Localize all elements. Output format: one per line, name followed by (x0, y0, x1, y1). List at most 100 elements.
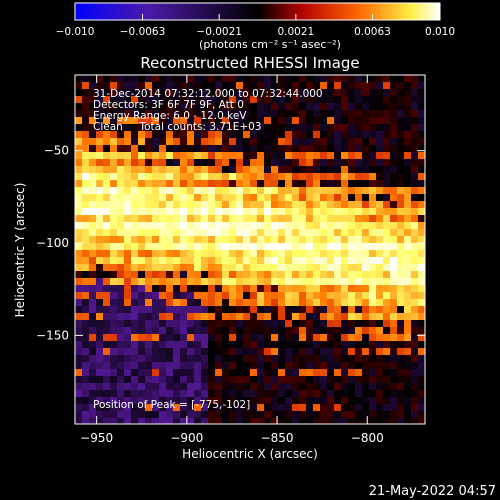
heatmap-cell (411, 201, 418, 208)
heatmap-cell (404, 285, 411, 292)
heatmap-cell (222, 278, 229, 285)
heatmap-cell (187, 299, 194, 306)
heatmap-cell (243, 215, 250, 222)
heatmap-cell (250, 138, 257, 145)
heatmap-cell (89, 236, 96, 243)
heatmap-cell (278, 159, 285, 166)
heatmap-cell (369, 264, 376, 271)
heatmap-cell (117, 411, 124, 418)
heatmap-cell (341, 124, 348, 131)
heatmap-cell (376, 348, 383, 355)
heatmap-cell (110, 411, 117, 418)
heatmap-cell (131, 166, 138, 173)
heatmap-cell (264, 320, 271, 327)
heatmap-cell (327, 82, 334, 89)
heatmap-cell (75, 89, 82, 96)
heatmap-cell (243, 117, 250, 124)
heatmap-cell (173, 271, 180, 278)
heatmap-cell (348, 75, 355, 82)
heatmap-cell (250, 362, 257, 369)
heatmap-cell (215, 327, 222, 334)
heatmap-cell (418, 89, 425, 96)
heatmap-cell (278, 180, 285, 187)
heatmap-cell (404, 187, 411, 194)
heatmap-cell (299, 159, 306, 166)
heatmap-cell (334, 124, 341, 131)
heatmap-cell (257, 201, 264, 208)
heatmap-cell (320, 334, 327, 341)
heatmap-cell (229, 110, 236, 117)
heatmap-cell (82, 341, 89, 348)
heatmap-cell (96, 166, 103, 173)
heatmap-cell (117, 320, 124, 327)
heatmap-cell (103, 397, 110, 404)
heatmap-cell (222, 397, 229, 404)
colorbar-tick-label: 0.0021 (277, 26, 314, 38)
heatmap-cell (96, 236, 103, 243)
heatmap-cell (75, 222, 82, 229)
heatmap-cell (418, 341, 425, 348)
heatmap-cell (313, 229, 320, 236)
heatmap-cell (299, 145, 306, 152)
heatmap-cell (320, 82, 327, 89)
heatmap-cell (362, 222, 369, 229)
heatmap-cell (124, 201, 131, 208)
heatmap-cell (89, 131, 96, 138)
heatmap-cell (264, 376, 271, 383)
heatmap-cell (173, 243, 180, 250)
heatmap-cell (229, 222, 236, 229)
heatmap-cell (292, 250, 299, 257)
heatmap-cell (187, 292, 194, 299)
heatmap-cell (264, 103, 271, 110)
heatmap-cell (404, 131, 411, 138)
heatmap-cell (362, 390, 369, 397)
heatmap-cell (194, 173, 201, 180)
heatmap-cell (411, 369, 418, 376)
heatmap-cell (180, 96, 187, 103)
heatmap-cell (159, 383, 166, 390)
heatmap-cell (411, 124, 418, 131)
heatmap-cell (299, 418, 306, 424)
heatmap-cell (236, 208, 243, 215)
heatmap-cell (117, 96, 124, 103)
heatmap-cell (89, 334, 96, 341)
heatmap-cell (334, 320, 341, 327)
heatmap-cell (313, 145, 320, 152)
heatmap-cell (243, 341, 250, 348)
heatmap-cell (117, 397, 124, 404)
heatmap-cell (327, 215, 334, 222)
heatmap-cell (376, 257, 383, 264)
heatmap-cell (306, 187, 313, 194)
heatmap-cell (257, 243, 264, 250)
heatmap-cell (299, 152, 306, 159)
heatmap-cell (320, 390, 327, 397)
heatmap-cell (355, 187, 362, 194)
heatmap-cell (348, 320, 355, 327)
heatmap-cell (110, 257, 117, 264)
heatmap-cell (299, 411, 306, 418)
heatmap-cell (243, 159, 250, 166)
heatmap-cell (320, 306, 327, 313)
heatmap-cell (369, 327, 376, 334)
heatmap-cell (187, 152, 194, 159)
heatmap-cell (208, 173, 215, 180)
heatmap-cell (397, 292, 404, 299)
heatmap-cell (376, 320, 383, 327)
heatmap-cell (187, 327, 194, 334)
heatmap-cell (418, 264, 425, 271)
heatmap-cell (75, 271, 82, 278)
heatmap-cell (131, 285, 138, 292)
heatmap-cell (369, 117, 376, 124)
heatmap-cell (355, 411, 362, 418)
heatmap-cell (264, 306, 271, 313)
heatmap-cell (334, 138, 341, 145)
heatmap-cell (383, 89, 390, 96)
heatmap-cell (229, 418, 236, 424)
heatmap-cell (96, 271, 103, 278)
heatmap-cell (418, 124, 425, 131)
heatmap-cell (299, 306, 306, 313)
heatmap-cell (222, 376, 229, 383)
heatmap-cell (341, 404, 348, 411)
heatmap-cell (320, 89, 327, 96)
heatmap-cell (383, 334, 390, 341)
